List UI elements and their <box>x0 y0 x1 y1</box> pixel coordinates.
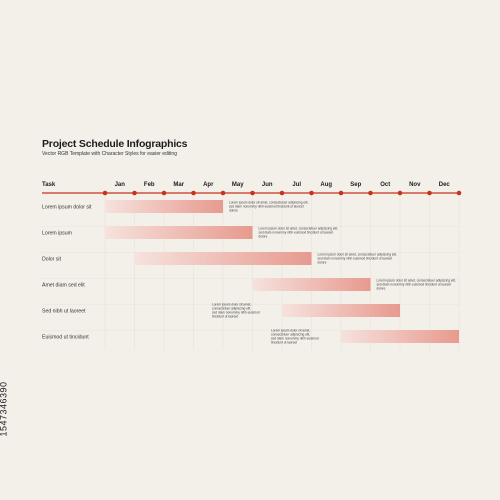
task-description: dolore <box>318 261 327 265</box>
page-title: Project Schedule Infographics <box>42 138 188 150</box>
task-bar <box>282 304 400 317</box>
task-bar <box>134 252 312 265</box>
label-layer: Task Jan Feb Mar Apr May Jun Jul Aug Sep Oct Nov Dec… <box>42 182 456 345</box>
task-bar <box>105 226 253 239</box>
task-description: sed diam nonummy nibh euismod tincidunt … <box>229 205 304 209</box>
task-header: Task <box>42 182 56 188</box>
axis-layer <box>42 190 462 196</box>
task-description: sed diam nonummy nibh euismod tincidunt … <box>318 257 393 261</box>
task-description: Lorem ipsum dolor sit amet, consectetuer… <box>259 227 338 231</box>
task-description: sed diam nonummy nibh euismod tincidunt … <box>377 283 452 287</box>
task-description: dolore <box>229 209 238 213</box>
task-description: sed diam nonummy nibh euismod <box>271 337 319 341</box>
task-description: Lorem ipsum dolor sit amet, <box>212 303 251 307</box>
month-label: Jul <box>292 182 301 188</box>
task-bar <box>252 278 371 291</box>
grid-layer <box>42 193 460 350</box>
bar-layer <box>105 200 459 343</box>
month-label: Mar <box>173 182 184 188</box>
task-label: Sed nibh ut laoreet <box>42 309 86 315</box>
task-description: Lorem ipsum dolor sit amet, consectetuer… <box>318 253 397 257</box>
task-description: sed diam nonummy nibh euismod tincidunt … <box>259 231 334 235</box>
month-label: Oct <box>380 182 390 188</box>
month-label: Feb <box>144 182 155 188</box>
task-description: Lorem ipsum dolor sit amet, consectetuer… <box>377 279 456 283</box>
task-bar <box>341 330 459 343</box>
task-description: Lorem ipsum dolor sit amet, <box>271 329 310 333</box>
task-bar <box>105 200 223 213</box>
month-label: Apr <box>203 182 214 188</box>
task-label: Amet diam sed elit <box>42 283 85 289</box>
month-label: Sep <box>350 182 361 188</box>
task-description: sed diam nonummy nibh euismod <box>212 311 260 315</box>
task-description: consectetuer adipiscing elit, <box>212 307 251 311</box>
month-label: Aug <box>320 182 332 188</box>
month-label: Jun <box>262 182 273 188</box>
task-description: tincidunt ut laoreet <box>271 341 297 345</box>
month-label: Nov <box>409 182 421 188</box>
task-description: consectetuer adipiscing elit, <box>271 333 310 337</box>
month-label: Jan <box>115 182 126 188</box>
task-label: Lorem ipsum dolor sit <box>42 205 92 211</box>
task-description: dolore <box>259 235 268 239</box>
month-label: May <box>232 182 244 188</box>
month-label: Dec <box>439 182 451 188</box>
task-description: Lorem ipsum dolor sit amet, consectetuer… <box>229 201 308 205</box>
task-description: dolore <box>377 287 386 291</box>
task-label: Dolor sit <box>42 257 62 263</box>
task-label: Euismod ut tincidunt <box>42 335 89 341</box>
task-description: tincidunt ut laoreet <box>212 315 238 319</box>
page-subtitle: Vector RGB Template with Character Style… <box>42 151 177 157</box>
task-label: Lorem ipsum <box>42 231 72 237</box>
